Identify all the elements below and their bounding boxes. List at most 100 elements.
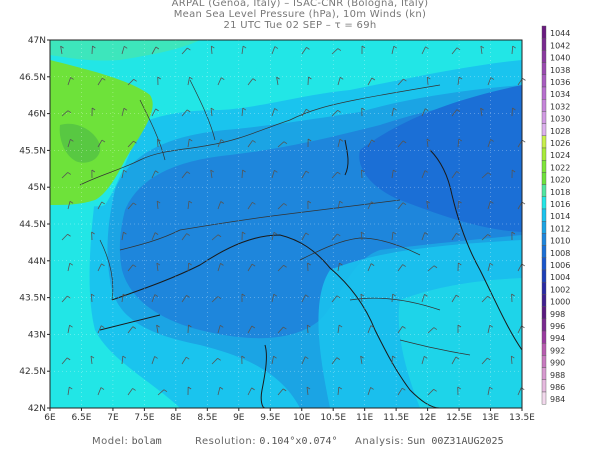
- wind-barb: [397, 202, 404, 210]
- wind-barb-flag: [157, 138, 161, 142]
- wind-barb-flag: [393, 45, 398, 49]
- wind-barb-flag: [220, 139, 225, 142]
- wind-barb: [97, 263, 102, 272]
- footer-analysis: Analysis: Sun 00Z31AUG2025: [355, 436, 504, 447]
- wind-barb-flag: [189, 138, 193, 142]
- wind-barb: [277, 264, 284, 272]
- wind-barb-flag: [101, 201, 105, 205]
- wind-barb: [67, 201, 71, 210]
- wind-barb: [487, 77, 492, 86]
- wind-barb: [90, 356, 93, 365]
- wind-barb: [181, 171, 188, 179]
- wind-barb-flag: [70, 77, 74, 80]
- wind-barb-flag: [91, 107, 96, 111]
- lon-label: 6.5E: [71, 413, 91, 423]
- lon-label: 11.5E: [383, 413, 409, 423]
- wind-barb-flag: [522, 78, 526, 81]
- wind-barb-flag: [361, 45, 366, 49]
- wind-barb-flag: [91, 169, 96, 173]
- wind-barb: [337, 201, 341, 210]
- wind-barb-flag: [455, 294, 460, 298]
- wind-barb: [397, 140, 404, 148]
- wind-barb: [121, 232, 124, 241]
- wind-barb: [487, 325, 491, 334]
- wind-barb-flag: [427, 76, 431, 80]
- wind-barb-flag: [251, 325, 256, 329]
- wind-barb: [421, 232, 426, 241]
- wind-barb-flag: [186, 109, 191, 113]
- lon-label: 13.5E: [509, 413, 535, 423]
- colorbar-swatch: [541, 208, 547, 222]
- wind-barb: [367, 325, 372, 334]
- wind-barb-flag: [252, 78, 257, 81]
- wind-barb-flag: [187, 386, 192, 390]
- wind-barb-flag: [306, 386, 311, 390]
- wind-barb-flag: [133, 140, 137, 144]
- colorbar-label: 998: [550, 310, 565, 319]
- wind-barb: [247, 202, 253, 210]
- wind-barb: [427, 327, 435, 334]
- wind-barb-flag: [392, 293, 396, 297]
- wind-barb-flag: [186, 233, 190, 236]
- wind-barb-flag: [522, 139, 526, 143]
- wind-barb: [247, 78, 254, 86]
- wind-barb-flag: [187, 47, 191, 51]
- wind-barb-flag: [393, 107, 397, 111]
- wind-barb: [61, 172, 69, 179]
- colorbar-label: 1040: [550, 54, 570, 63]
- wind-barb: [487, 201, 491, 210]
- wind-barb: [181, 295, 187, 303]
- wind-barb: [271, 356, 274, 365]
- wind-barb: [367, 77, 373, 86]
- wind-barb: [181, 109, 188, 117]
- colorbar-label: 1024: [550, 151, 570, 160]
- wind-barb-flag: [67, 110, 72, 113]
- wind-barb-flag: [92, 45, 96, 49]
- colorbar-swatch: [541, 269, 547, 283]
- wind-barb: [306, 324, 309, 334]
- wind-barb: [60, 46, 63, 55]
- wind-barb: [247, 140, 253, 148]
- wind-barb: [151, 356, 155, 365]
- wind-barb-flag: [156, 324, 160, 328]
- wind-barb: [121, 108, 125, 117]
- colorbar-swatch: [541, 355, 547, 368]
- wind-barb: [457, 139, 460, 148]
- wind-barb: [301, 294, 306, 303]
- wind-barb-flag: [337, 48, 342, 51]
- wind-barb-flag: [360, 293, 365, 297]
- colorbar-swatch: [541, 245, 547, 259]
- wind-barb: [127, 388, 133, 396]
- wind-barb: [337, 139, 341, 148]
- wind-barb: [451, 109, 458, 117]
- colorbar-label: 1042: [550, 41, 570, 50]
- wind-barb-flag: [360, 231, 365, 235]
- wind-barb-flag: [217, 296, 222, 299]
- wind-barb-flag: [337, 171, 341, 175]
- wind-barb: [271, 108, 275, 117]
- colorbar-label: 992: [550, 346, 565, 355]
- wind-barb-flag: [283, 203, 287, 206]
- borders: [79, 79, 471, 356]
- wind-barb-flag: [274, 170, 278, 173]
- lat-label: 47N: [28, 36, 46, 46]
- wind-barb: [337, 325, 340, 334]
- colorbar-swatch: [541, 62, 547, 75]
- wind-barb: [127, 202, 134, 210]
- wind-barb-flag: [276, 76, 280, 80]
- wind-barb-flag: [252, 201, 256, 205]
- wind-barb-flag: [307, 324, 311, 328]
- wind-barb: [97, 201, 103, 210]
- colorbar-label: 984: [550, 395, 565, 404]
- field-1008: [359, 85, 522, 232]
- wind-barb-flag: [242, 107, 247, 111]
- wind-barb-flag: [133, 79, 137, 82]
- wind-barb-flag: [307, 138, 312, 142]
- wind-barb: [67, 387, 70, 396]
- wind-barb: [517, 263, 523, 272]
- wind-barb: [151, 294, 156, 303]
- wind-barb-flag: [338, 324, 343, 328]
- wind-barb: [211, 234, 219, 241]
- wind-barb-flag: [456, 109, 461, 112]
